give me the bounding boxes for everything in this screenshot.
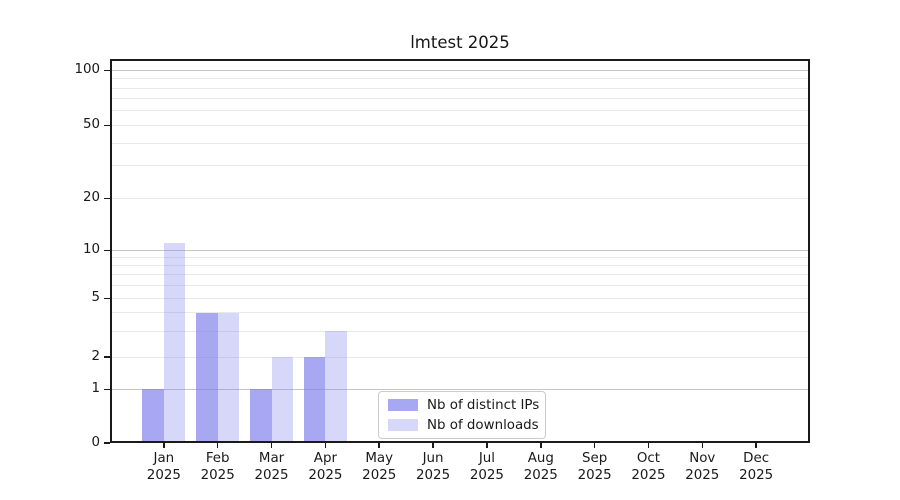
y-tick-label: 0 bbox=[91, 435, 100, 450]
chart-title: lmtest 2025 bbox=[410, 33, 510, 52]
gridline-minor bbox=[110, 356, 810, 358]
y-tick bbox=[104, 442, 110, 444]
x-tick-label: Jan 2025 bbox=[146, 451, 181, 483]
x-tick bbox=[593, 443, 596, 448]
y-tick-label: 20 bbox=[82, 190, 100, 206]
gridline-major bbox=[110, 249, 810, 251]
x-tick bbox=[701, 443, 704, 448]
gridline-minor bbox=[110, 78, 810, 80]
x-tick bbox=[486, 443, 488, 448]
x-tick-label: Apr 2025 bbox=[308, 451, 343, 483]
x-tick-label: Oct 2025 bbox=[631, 451, 666, 483]
y-tick bbox=[104, 124, 110, 127]
bar-distinct-ips-feb bbox=[196, 312, 218, 443]
y-tick bbox=[104, 69, 110, 72]
bar-downloads-apr bbox=[325, 331, 347, 443]
gridline-minor bbox=[110, 257, 810, 259]
y-tick-label: 2 bbox=[91, 349, 100, 364]
gridline-minor bbox=[110, 165, 810, 167]
x-tick bbox=[216, 443, 219, 448]
gridline-minor bbox=[110, 110, 810, 112]
gridline-minor bbox=[110, 98, 810, 100]
gridline-minor bbox=[110, 297, 810, 299]
legend-item-downloads: Nb of downloads bbox=[388, 416, 539, 434]
x-tick-label: Sep 2025 bbox=[577, 451, 612, 483]
gridline-minor bbox=[110, 285, 810, 287]
x-tick-label: Jul 2025 bbox=[469, 451, 504, 483]
gridline-major bbox=[110, 388, 810, 390]
bar-distinct-ips-apr bbox=[303, 357, 326, 443]
gridline-minor bbox=[110, 142, 810, 144]
x-tick bbox=[432, 443, 434, 448]
y-tick bbox=[104, 197, 110, 200]
bar-downloads-feb bbox=[217, 312, 240, 443]
gridline-minor bbox=[110, 274, 810, 276]
bar-downloads-jan bbox=[163, 243, 186, 443]
y-tick bbox=[104, 388, 110, 391]
y-tick bbox=[104, 297, 110, 300]
x-tick bbox=[647, 443, 650, 448]
x-tick bbox=[378, 443, 381, 448]
gridline-minor bbox=[110, 87, 810, 89]
y-tick bbox=[104, 356, 110, 358]
y-tick-label: 100 bbox=[74, 62, 100, 78]
bar-distinct-ips-jan bbox=[142, 389, 164, 443]
x-tick-label: Mar 2025 bbox=[254, 451, 289, 483]
gridline-minor bbox=[110, 265, 810, 267]
gridline-minor bbox=[110, 124, 810, 126]
x-tick-label: May 2025 bbox=[362, 451, 397, 483]
bar-distinct-ips-mar bbox=[249, 389, 272, 443]
x-tick bbox=[270, 443, 273, 448]
gridline-major bbox=[110, 69, 810, 71]
x-axis: Jan 2025 Feb 2025 Mar 2025 Apr 2025 May 2025 Jun 20… bbox=[110, 59, 810, 483]
x-tick bbox=[539, 443, 542, 448]
x-tick-label: Feb 2025 bbox=[200, 451, 235, 483]
gridline-minor bbox=[110, 312, 810, 314]
legend-label-downloads: Nb of downloads bbox=[427, 417, 539, 433]
y-tick-label: 1 bbox=[91, 381, 100, 397]
x-tick bbox=[324, 443, 327, 448]
x-tick bbox=[755, 443, 757, 448]
legend-swatch-distinct-ips bbox=[388, 399, 418, 411]
x-tick bbox=[163, 443, 165, 448]
bar-downloads-mar bbox=[271, 357, 294, 443]
gridline-minor bbox=[110, 330, 810, 332]
bar-layer bbox=[110, 59, 810, 443]
y-axis: 0 1 2 5 10 20 50 100 bbox=[74, 59, 810, 450]
y-tick-label: 10 bbox=[82, 242, 100, 258]
y-tick-label: 5 bbox=[91, 290, 100, 306]
x-tick-label: Nov 2025 bbox=[685, 451, 720, 483]
plot-area: 0 1 2 5 10 20 50 100 Jan 2025 Feb 2025 Mar 2025 Apr 20… bbox=[74, 59, 810, 483]
legend: Nb of distinct IPs Nb of downloads bbox=[378, 391, 546, 439]
gridline-minor bbox=[110, 197, 810, 199]
y-tick bbox=[104, 249, 110, 252]
legend-item-distinct-ips: Nb of distinct IPs bbox=[388, 396, 540, 414]
legend-swatch-downloads bbox=[388, 419, 418, 431]
y-tick-label: 50 bbox=[82, 117, 100, 133]
grid-layer bbox=[110, 59, 810, 443]
legend-label-distinct-ips: Nb of distinct IPs bbox=[427, 397, 540, 413]
x-tick-label: Dec 2025 bbox=[739, 451, 774, 483]
x-tick-label: Jun 2025 bbox=[416, 451, 451, 483]
x-tick-label: Aug 2025 bbox=[523, 451, 558, 483]
